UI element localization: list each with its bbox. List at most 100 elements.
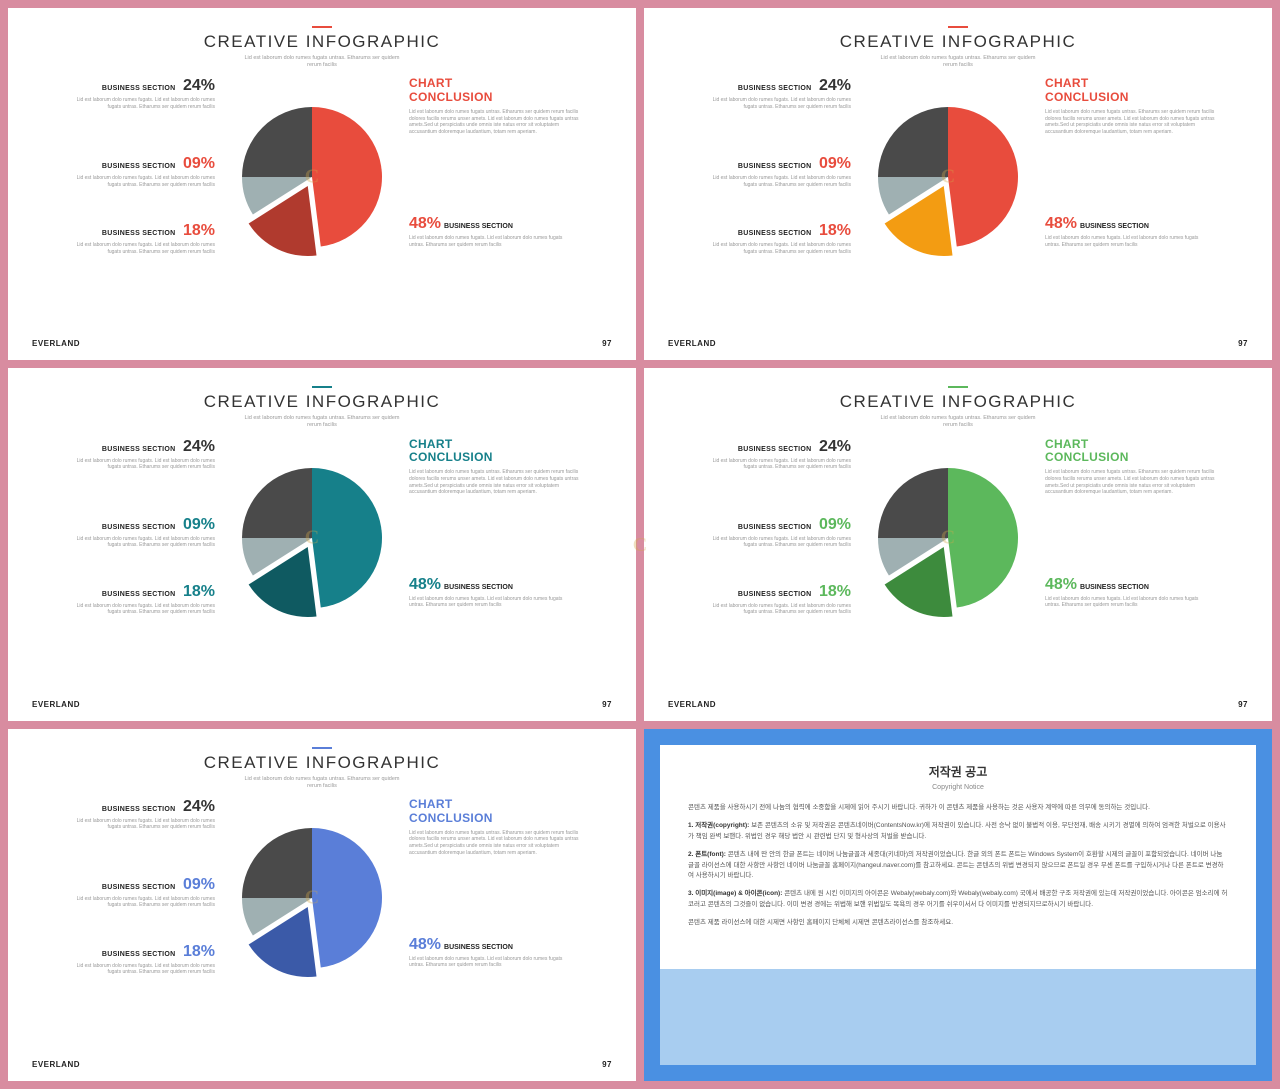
label-48: 48%BUSINESS SECTION Lid est laborum dolo…	[409, 936, 579, 969]
title-block: CREATIVE INFOGRAPHIC Lid est laborum dol…	[32, 26, 612, 69]
pie-chart: C	[227, 798, 397, 998]
copyright-panel: 저작권 공고 Copyright Notice 콘텐츠 제품을 사용하시기 전에…	[660, 745, 1256, 969]
label-48-head: BUSINESS SECTION	[444, 584, 513, 591]
pie-svg	[227, 453, 397, 623]
label-48-body: Lid est laborum dolo rumes fugats. Lid e…	[409, 956, 579, 969]
content-row: BUSINESS SECTION 24% Lid est laborum dol…	[668, 77, 1248, 277]
pie-chart: C	[863, 77, 1033, 277]
label-24-pct: 24%	[183, 77, 215, 94]
label-18-pct: 18%	[183, 222, 215, 239]
pie-chart: C	[227, 77, 397, 277]
pie-slice-48%	[948, 107, 1018, 246]
slide-grid: CREATIVE INFOGRAPHIC Lid est laborum dol…	[8, 8, 1272, 1081]
slide-title: CREATIVE INFOGRAPHIC	[32, 753, 612, 773]
label-09-body: Lid est laborum dolo rumes fugats. Lid e…	[65, 536, 215, 549]
label-09-body: Lid est laborum dolo rumes fugats. Lid e…	[65, 175, 215, 188]
slide-4: CREATIVE INFOGRAPHIC Lid est laborum dol…	[644, 368, 1272, 720]
pie-slice-24%	[242, 828, 312, 898]
conclusion-block: CHARTCONCLUSION Lid est laborum dolo rum…	[409, 77, 579, 136]
conclusion-block: CHARTCONCLUSION Lid est laborum dolo rum…	[409, 438, 579, 497]
copyright-title: 저작권 공고	[688, 763, 1228, 782]
label-09-pct: 09%	[819, 155, 851, 172]
label-24-head: BUSINESS SECTION	[738, 85, 812, 92]
copyright-p1: 1. 저작권(copyright): 보존 콘텐츠의 소유 및 저작권은 콘텐츠…	[688, 821, 1228, 842]
label-09-pct: 09%	[183, 516, 215, 533]
conclusion-title: CHARTCONCLUSION	[409, 438, 579, 466]
label-24-body: Lid est laborum dolo rumes fugats. Lid e…	[65, 458, 215, 471]
footer-page: 97	[602, 700, 612, 709]
pie-svg	[227, 813, 397, 983]
copyright-p4: 콘텐츠 제품 라이선스에 대한 시제면 사항인 홈페이지 단체체 시제면 콘텐츠…	[688, 918, 1228, 928]
label-24: BUSINESS SECTION 24% Lid est laborum dol…	[65, 438, 215, 471]
label-48: 48%BUSINESS SECTION Lid est laborum dolo…	[409, 576, 579, 609]
slide-subtitle: Lid est laborum dolo rumes fugats untras…	[32, 776, 612, 790]
footer-page: 97	[1238, 339, 1248, 348]
label-24: BUSINESS SECTION 24% Lid est laborum dol…	[65, 798, 215, 831]
title-block: CREATIVE INFOGRAPHIC Lid est laborum dol…	[32, 386, 612, 429]
label-24-body: Lid est laborum dolo rumes fugats. Lid e…	[701, 458, 851, 471]
conclusion-body: Lid est laborum dolo rumes fugats untras…	[409, 830, 579, 857]
label-09-pct: 09%	[183, 155, 215, 172]
label-48-body: Lid est laborum dolo rumes fugats. Lid e…	[1045, 235, 1215, 248]
label-24-body: Lid est laborum dolo rumes fugats. Lid e…	[701, 97, 851, 110]
label-18-body: Lid est laborum dolo rumes fugats. Lid e…	[65, 603, 215, 616]
label-24-body: Lid est laborum dolo rumes fugats. Lid e…	[65, 818, 215, 831]
copyright-subtitle: Copyright Notice	[688, 782, 1228, 793]
right-column: CHARTCONCLUSION Lid est laborum dolo rum…	[1045, 77, 1215, 277]
label-18-pct: 18%	[183, 943, 215, 960]
label-09-pct: 09%	[819, 516, 851, 533]
label-24-head: BUSINESS SECTION	[102, 806, 176, 813]
label-24: BUSINESS SECTION 24% Lid est laborum dol…	[65, 77, 215, 110]
conclusion-title: CHARTCONCLUSION	[1045, 438, 1215, 466]
label-09: BUSINESS SECTION 09% Lid est laborum dol…	[701, 155, 851, 188]
pie-slice-24%	[878, 107, 948, 177]
pie-svg	[863, 92, 1033, 262]
left-labels: BUSINESS SECTION 24% Lid est laborum dol…	[65, 438, 215, 638]
label-48-head: BUSINESS SECTION	[444, 944, 513, 951]
left-labels: BUSINESS SECTION 24% Lid est laborum dol…	[701, 77, 851, 277]
footer-page: 97	[602, 1060, 612, 1069]
conclusion-body: Lid est laborum dolo rumes fugats untras…	[409, 109, 579, 136]
slide-title: CREATIVE INFOGRAPHIC	[668, 392, 1248, 412]
copyright-p2-text: 콘텐츠 내에 딴 안의 한글 폰트는 네이버 나눔글꼴과 세종대(키네마)의 저…	[688, 851, 1224, 879]
label-48-body: Lid est laborum dolo rumes fugats. Lid e…	[1045, 596, 1215, 609]
label-18-head: BUSINESS SECTION	[102, 230, 176, 237]
slide-3: CREATIVE INFOGRAPHIC Lid est laborum dol…	[8, 368, 636, 720]
label-24-head: BUSINESS SECTION	[738, 446, 812, 453]
label-18-body: Lid est laborum dolo rumes fugats. Lid e…	[65, 242, 215, 255]
copyright-p1-text: 보존 콘텐츠의 소유 및 저작권은 콘텐츠네이버(ContentsNow.kr)…	[688, 822, 1226, 839]
slide-1: CREATIVE INFOGRAPHIC Lid est laborum dol…	[8, 8, 636, 360]
title-accent-bar	[312, 747, 332, 749]
label-09-head: BUSINESS SECTION	[102, 163, 176, 170]
conclusion-block: CHARTCONCLUSION Lid est laborum dolo rum…	[1045, 438, 1215, 497]
label-48-head: BUSINESS SECTION	[1080, 584, 1149, 591]
label-09: BUSINESS SECTION 09% Lid est laborum dol…	[65, 516, 215, 549]
slide-footer: EVERLAND 97	[32, 339, 612, 348]
label-18-pct: 18%	[819, 583, 851, 600]
pie-slice-48%	[312, 468, 382, 607]
title-accent-bar	[312, 26, 332, 28]
right-column: CHARTCONCLUSION Lid est laborum dolo rum…	[409, 438, 579, 638]
title-accent-bar	[948, 386, 968, 388]
label-18: BUSINESS SECTION 18% Lid est laborum dol…	[65, 222, 215, 255]
label-24-pct: 24%	[819, 438, 851, 455]
label-48: 48%BUSINESS SECTION Lid est laborum dolo…	[409, 215, 579, 248]
label-18-body: Lid est laborum dolo rumes fugats. Lid e…	[701, 603, 851, 616]
slide-footer: EVERLAND 97	[668, 339, 1248, 348]
conclusion-block: CHARTCONCLUSION Lid est laborum dolo rum…	[409, 798, 579, 857]
copyright-p3: 3. 이미지(image) & 아이콘(icon): 콘텐츠 내에 원 시킨 이…	[688, 889, 1228, 910]
slide-title: CREATIVE INFOGRAPHIC	[32, 32, 612, 52]
slide-footer: EVERLAND 97	[668, 700, 1248, 709]
left-labels: BUSINESS SECTION 24% Lid est laborum dol…	[65, 798, 215, 998]
label-09-head: BUSINESS SECTION	[738, 524, 812, 531]
slide-copyright: 저작권 공고 Copyright Notice 콘텐츠 제품을 사용하시기 전에…	[644, 729, 1272, 1081]
pie-slice-24%	[242, 107, 312, 177]
slide-subtitle: Lid est laborum dolo rumes fugats untras…	[32, 55, 612, 69]
footer-brand: EVERLAND	[32, 700, 80, 709]
left-labels: BUSINESS SECTION 24% Lid est laborum dol…	[65, 77, 215, 277]
title-accent-bar	[948, 26, 968, 28]
label-18-head: BUSINESS SECTION	[102, 951, 176, 958]
conclusion-title: CHARTCONCLUSION	[409, 77, 579, 105]
label-24-head: BUSINESS SECTION	[102, 446, 176, 453]
slide-2: CREATIVE INFOGRAPHIC Lid est laborum dol…	[644, 8, 1272, 360]
